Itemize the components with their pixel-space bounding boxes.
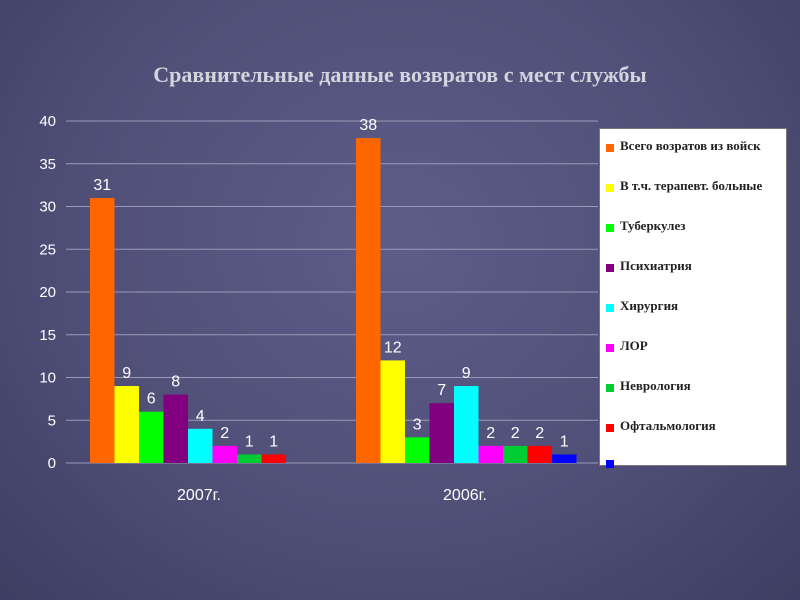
- y-tick-label: 20: [39, 284, 56, 301]
- y-tick-label: 5: [48, 412, 56, 429]
- y-tick-label: 40: [39, 113, 56, 130]
- bar: [356, 138, 381, 463]
- data-label: 31: [93, 177, 111, 194]
- bar: [380, 360, 405, 463]
- data-label: 3: [413, 416, 422, 433]
- data-label: 8: [171, 374, 180, 391]
- x-category-label: 2006г.: [443, 487, 487, 504]
- y-tick-label: 15: [39, 327, 56, 344]
- data-label: 38: [359, 117, 377, 134]
- data-label: 1: [269, 433, 278, 450]
- legend-label: В т.ч. терапевт. больные: [620, 178, 763, 193]
- chart-title: Сравнительные данные возвратов с мест сл…: [153, 62, 647, 87]
- data-label: 2: [486, 425, 495, 442]
- legend-swatch: [606, 184, 614, 192]
- bar: [212, 445, 237, 463]
- data-label: 1: [560, 433, 569, 450]
- legend-swatch: [606, 264, 614, 272]
- data-label: 9: [122, 365, 131, 382]
- legend-label: Туберкулез: [620, 218, 686, 233]
- y-tick-label: 0: [48, 455, 56, 472]
- data-label: 2: [535, 425, 544, 442]
- data-label: 7: [437, 382, 446, 399]
- legend-label: ЛОР: [620, 338, 648, 353]
- legend-swatch: [606, 144, 614, 152]
- x-category-label: 2007г.: [177, 487, 221, 504]
- bar: [527, 445, 552, 463]
- bar: [237, 454, 262, 463]
- legend-swatch: [606, 304, 614, 312]
- y-tick-label: 10: [39, 370, 56, 387]
- legend-swatch: [606, 344, 614, 352]
- legend-label: Всего возратов из войск: [620, 138, 761, 153]
- bar: [163, 394, 188, 463]
- legend-swatch: [606, 424, 614, 432]
- bar: [454, 386, 479, 463]
- bar: [139, 411, 164, 463]
- legend-label: Офтальмология: [620, 418, 716, 433]
- legend-label: Психиатрия: [620, 258, 692, 273]
- bar: [405, 437, 430, 463]
- bar: [503, 445, 528, 463]
- y-tick-label: 25: [39, 241, 56, 258]
- data-label: 6: [147, 391, 156, 408]
- bar: [114, 386, 139, 463]
- bar: [552, 454, 577, 463]
- data-label: 4: [196, 408, 205, 425]
- legend-swatch: [606, 384, 614, 392]
- bar: [90, 197, 115, 463]
- bar: [188, 428, 213, 463]
- y-tick-label: 30: [39, 199, 56, 216]
- legend-label: Хирургия: [620, 298, 679, 313]
- data-label: 2: [220, 425, 229, 442]
- data-label: 1: [245, 433, 254, 450]
- legend-swatch: [606, 224, 614, 232]
- data-label: 2: [511, 425, 520, 442]
- data-label: 12: [384, 339, 402, 356]
- bar: [429, 403, 454, 463]
- data-label: 9: [462, 365, 471, 382]
- y-tick-label: 35: [39, 156, 56, 173]
- legend-label: Неврология: [620, 378, 691, 393]
- bar: [261, 454, 286, 463]
- chart-legend: Всего возратов из войск В т.ч. терапевт. …: [599, 128, 787, 468]
- bar: [478, 445, 503, 463]
- legend-swatch: [606, 460, 614, 468]
